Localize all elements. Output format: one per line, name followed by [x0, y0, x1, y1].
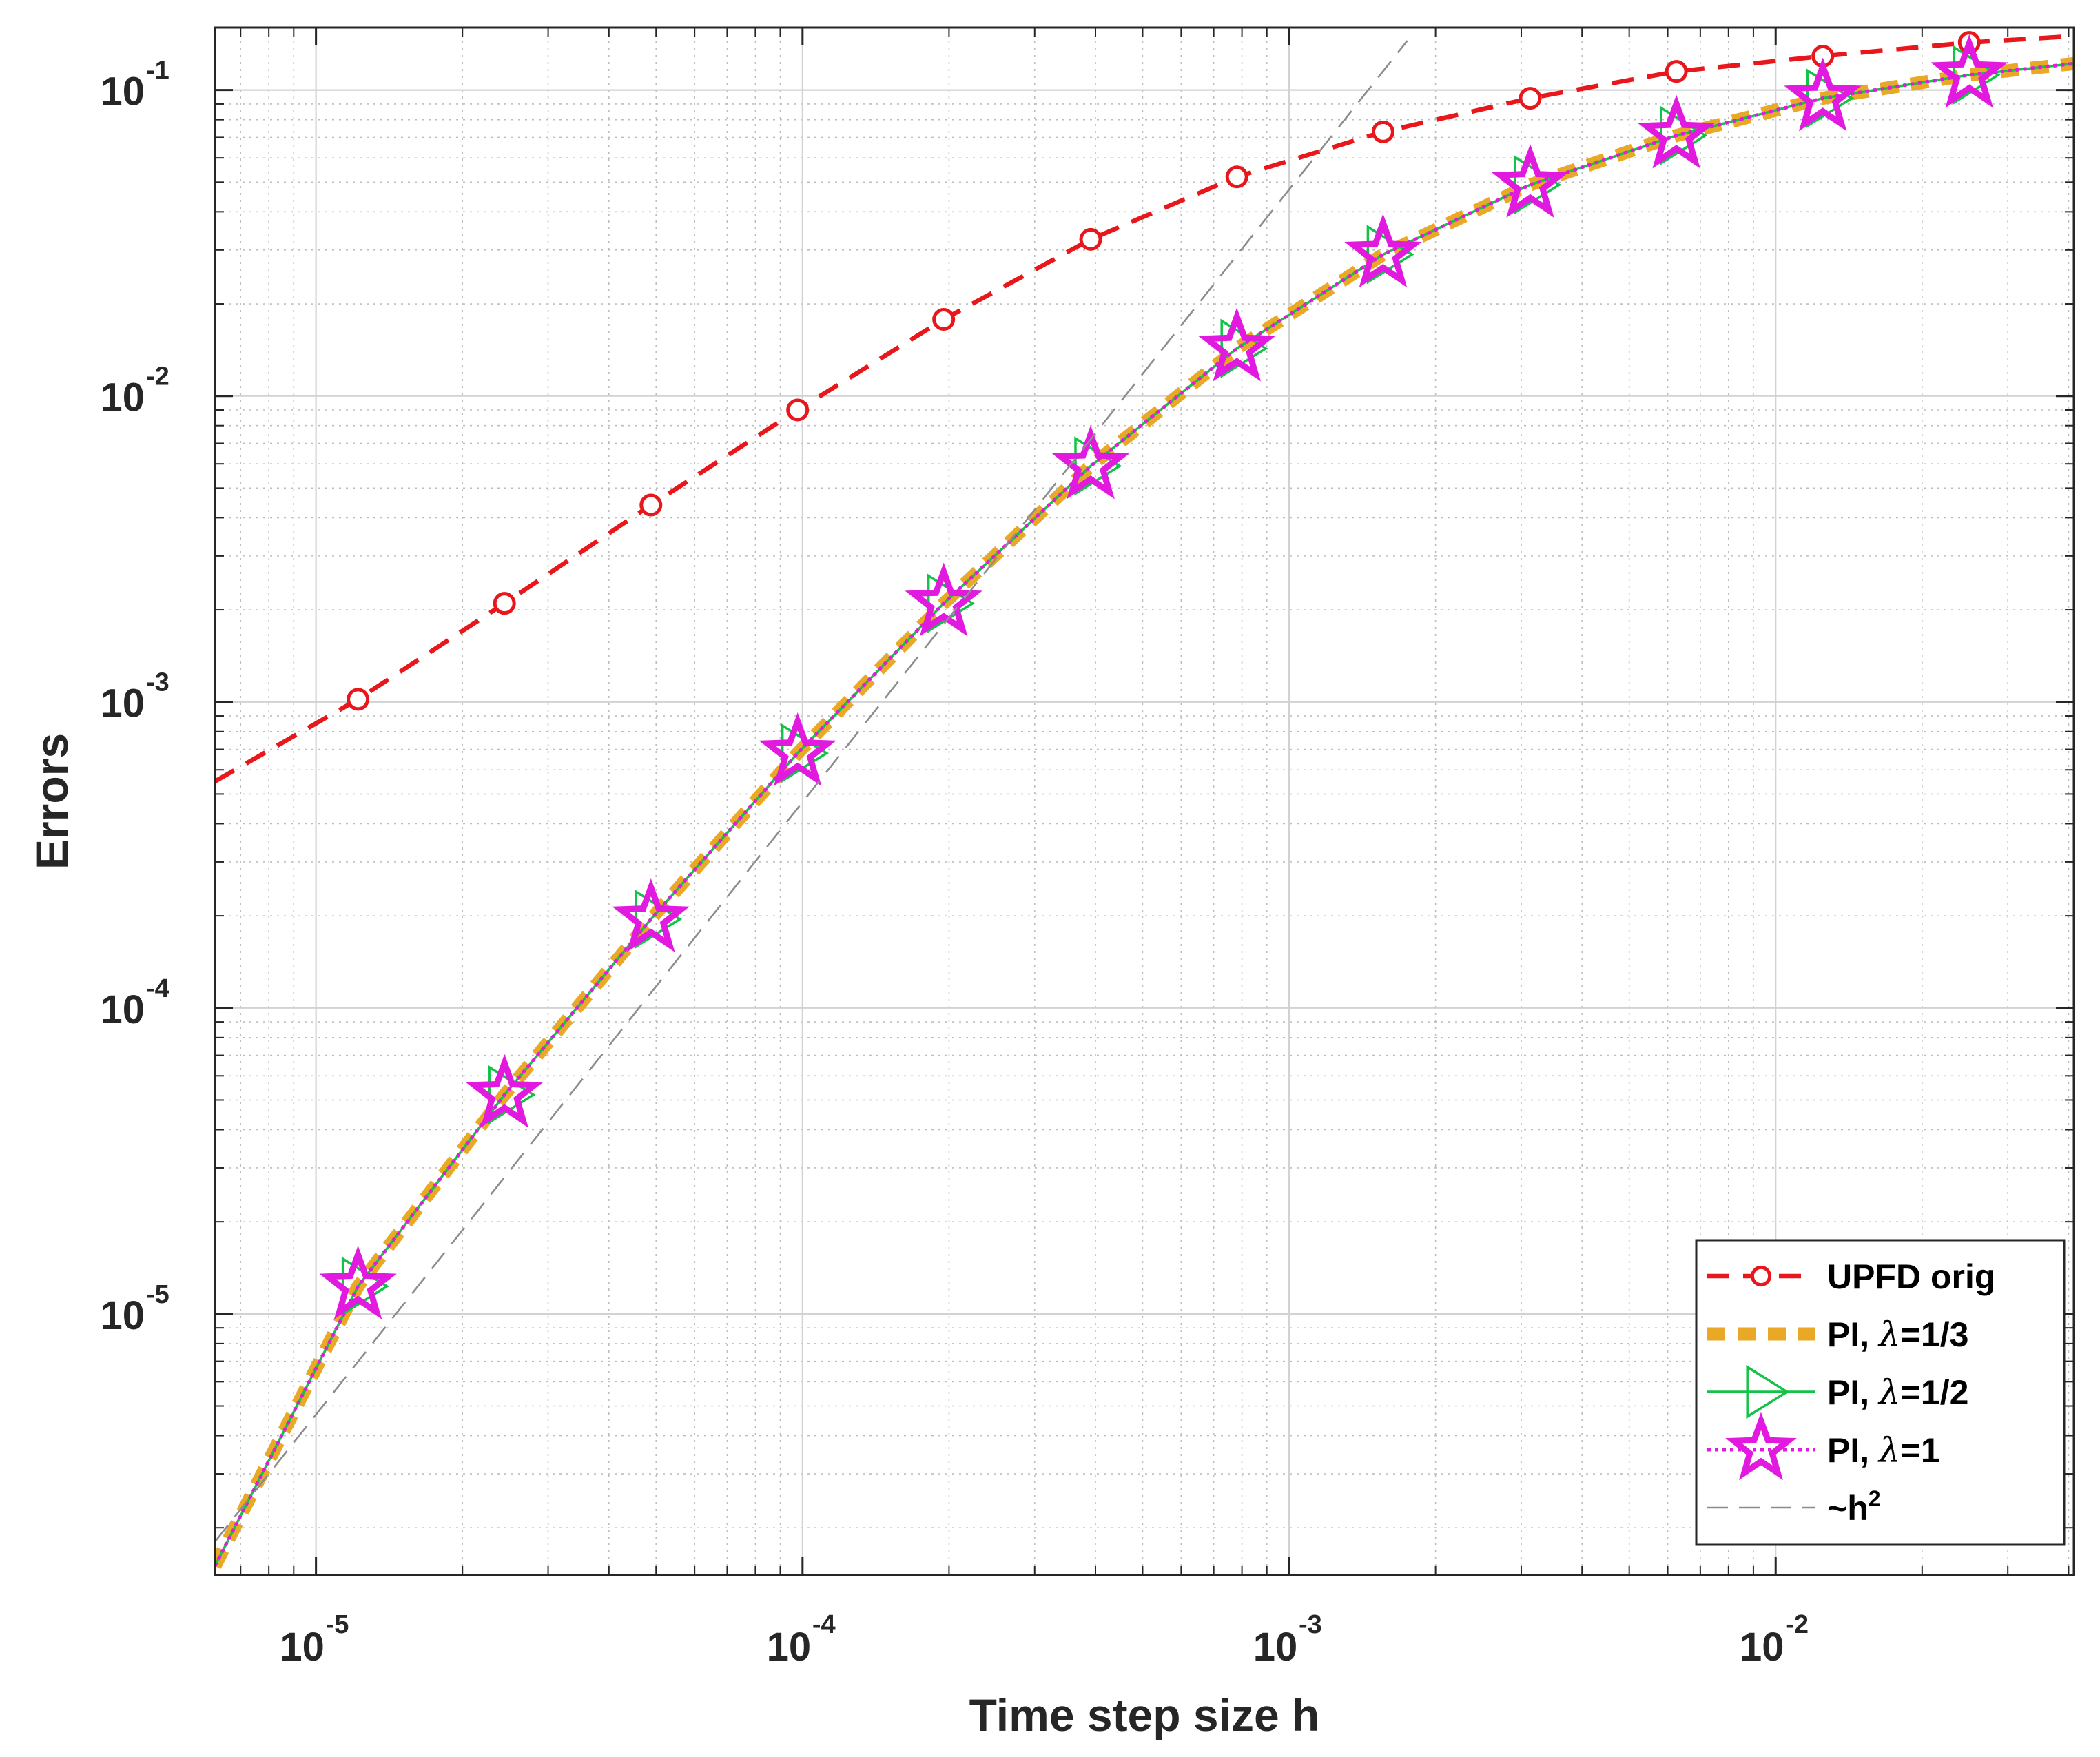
- legend-label-prefix: ~h: [1827, 1489, 1869, 1528]
- x-tick-exponent: -2: [1785, 1610, 1809, 1639]
- ticks-layer: [215, 28, 2074, 1575]
- y-tick-exponent: -1: [146, 56, 169, 85]
- legend-label-suffix: =1: [1901, 1431, 1940, 1470]
- y-tick-label: 10 -4: [100, 974, 169, 1032]
- y-tick-mantissa: 10: [100, 376, 145, 420]
- series-0: [215, 31, 2074, 783]
- series-marker: [612, 878, 690, 952]
- y-tick-mantissa: 10: [100, 987, 145, 1032]
- x-tick-labels: 10 -5 10 -4 10 -3 10 -2: [280, 1610, 1809, 1669]
- legend-label: ~h2: [1827, 1486, 1881, 1528]
- series-marker: [1079, 227, 1102, 251]
- series-marker: [1784, 57, 1862, 132]
- series-marker: [759, 712, 836, 786]
- series-marker: [1931, 34, 2008, 108]
- y-axis-title: Errors: [26, 733, 77, 870]
- y-tick-exponent: -3: [146, 668, 169, 697]
- legend-label-symbol: λ: [1877, 1315, 1901, 1355]
- x-tick-label: 10 -3: [1253, 1610, 1322, 1669]
- x-tick-label: 10 -5: [280, 1610, 349, 1669]
- legend-label: PI, λ=1: [1827, 1430, 1940, 1470]
- x-tick-exponent: -4: [812, 1610, 836, 1639]
- x-tick-label: 10 -2: [1740, 1610, 1809, 1669]
- y-tick-labels: 10-510-410-310-210-1: [100, 56, 169, 1338]
- series-marker: [1225, 165, 1248, 189]
- plot-frame: [214, 26, 2075, 1576]
- legend-label-symbol: λ: [1877, 1373, 1901, 1412]
- y-tick-mantissa: 10: [100, 70, 145, 114]
- legend-entry: PI, λ=1: [1707, 1412, 1940, 1481]
- series-marker: [465, 1054, 544, 1128]
- legend-label: UPFD orig: [1827, 1257, 1995, 1296]
- series-marker: [639, 493, 663, 517]
- series-marker: [347, 688, 370, 711]
- series-marker: [1519, 87, 1542, 110]
- series-marker: [1198, 307, 1276, 382]
- legend-label-superscript: 2: [1869, 1486, 1881, 1511]
- series-layer: [215, 31, 2074, 1570]
- legend-label-suffix: =1/3: [1901, 1315, 1969, 1354]
- y-tick-label: 10 -2: [100, 362, 169, 420]
- legend-label-symbol: λ: [1877, 1430, 1901, 1470]
- x-tick-mantissa: 10: [767, 1625, 812, 1669]
- series-line: [215, 40, 1408, 1543]
- x-tick-exponent: -3: [1299, 1610, 1322, 1639]
- series-3: [215, 34, 2074, 1567]
- series-marker: [786, 398, 810, 422]
- legend-entry: PI, λ=1/2: [1707, 1364, 1968, 1419]
- legend-entry: UPFD orig: [1707, 1257, 1995, 1296]
- major-grid: [215, 28, 2074, 1575]
- series-marker: [1665, 60, 1688, 83]
- series-marker: [319, 1245, 397, 1319]
- y-tick-label: 10 -3: [100, 668, 169, 726]
- series-marker: [1371, 120, 1394, 143]
- legend-label-prefix: PI,: [1827, 1373, 1879, 1412]
- x-axis-title: Time step size h: [969, 1689, 1320, 1740]
- legend-label-suffix: =1/2: [1901, 1373, 1969, 1412]
- legend-entry: PI, λ=1/3: [1707, 1315, 1968, 1355]
- series-marker: [1051, 425, 1130, 500]
- x-tick-mantissa: 10: [1740, 1625, 1784, 1669]
- series-marker: [493, 592, 516, 615]
- series-marker: [1491, 144, 1569, 218]
- x-tick-mantissa: 10: [1253, 1625, 1298, 1669]
- legend-label: PI, λ=1/3: [1827, 1315, 1968, 1355]
- series-marker: [1344, 214, 1422, 288]
- legend-label-prefix: PI,: [1827, 1315, 1879, 1354]
- x-tick-label: 10 -4: [767, 1610, 836, 1669]
- series-marker: [932, 307, 956, 331]
- x-tick-mantissa: 10: [280, 1625, 325, 1669]
- legend-label: PI, λ=1/2: [1827, 1373, 1968, 1412]
- y-tick-exponent: -5: [146, 1280, 169, 1309]
- legend-marker-sample: [1725, 1412, 1797, 1481]
- series-marker: [905, 562, 982, 637]
- series-line: [215, 34, 2074, 783]
- y-tick-label: 10 -1: [100, 56, 169, 114]
- y-tick-label: 10 -5: [100, 1280, 169, 1338]
- legend-marker-sample: [1750, 1265, 1772, 1287]
- legend-label-prefix: PI,: [1827, 1431, 1879, 1470]
- x-tick-exponent: -5: [326, 1610, 349, 1639]
- y-tick-exponent: -2: [146, 362, 169, 391]
- y-tick-mantissa: 10: [100, 1293, 145, 1338]
- series-4: [215, 40, 1408, 1543]
- legend-entry: ~h2: [1707, 1486, 1881, 1528]
- legend-marker-sample: [1746, 1364, 1790, 1419]
- series-line: [215, 61, 2074, 1567]
- series-marker: [1637, 94, 1716, 169]
- y-tick-mantissa: 10: [100, 681, 145, 726]
- y-tick-exponent: -4: [146, 974, 169, 1003]
